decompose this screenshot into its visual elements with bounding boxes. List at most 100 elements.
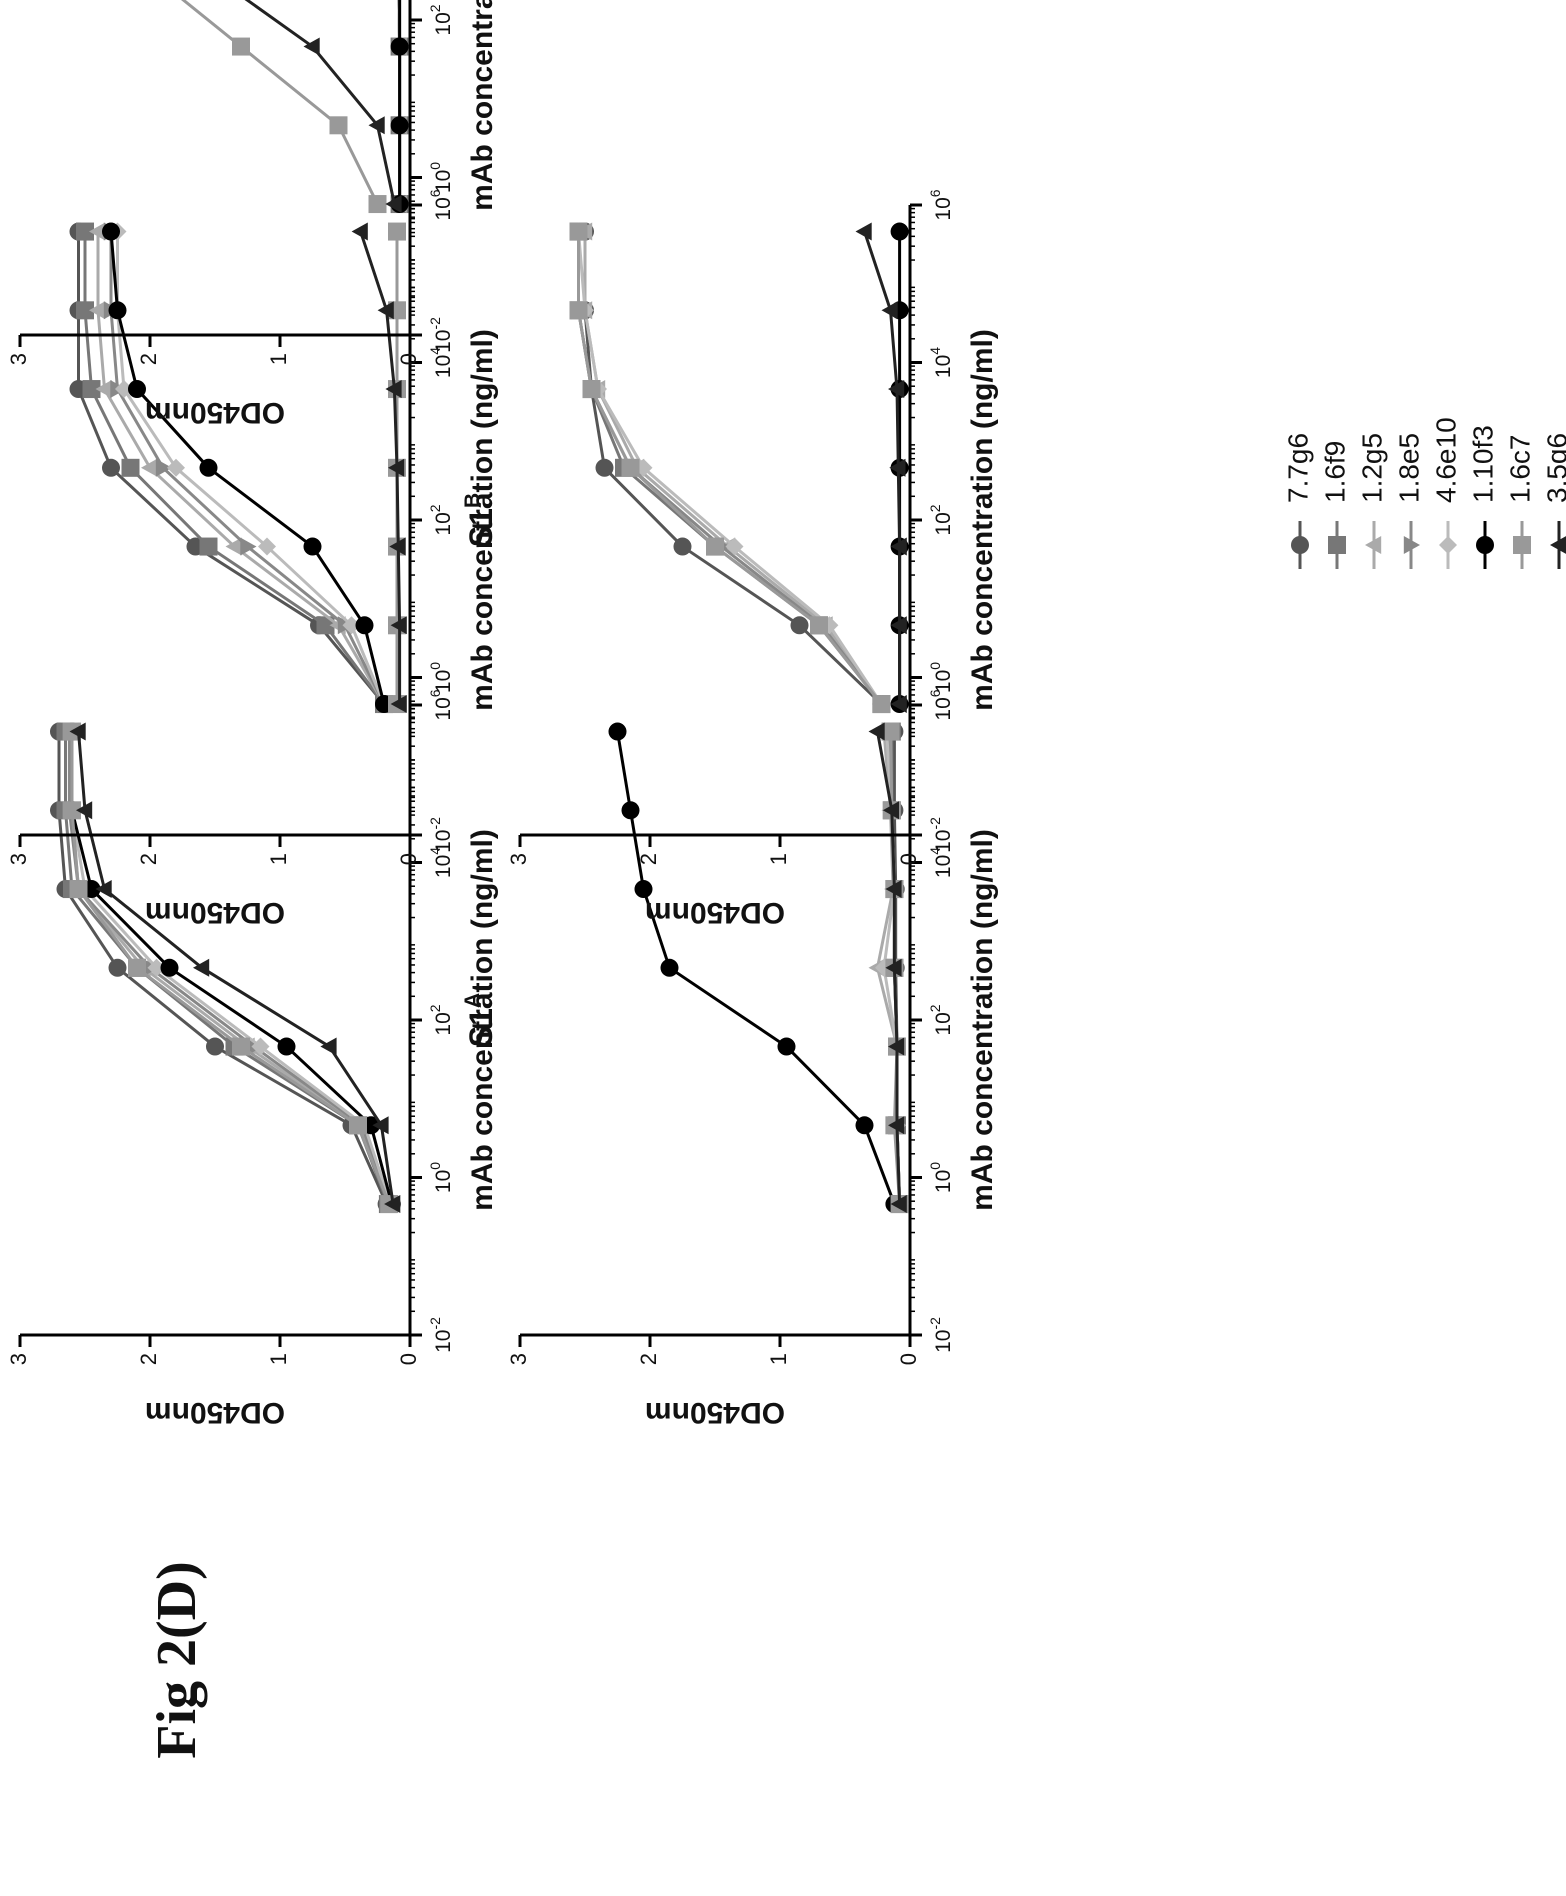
data-point — [673, 537, 692, 556]
data-point — [155, 458, 172, 477]
data-point — [385, 195, 402, 214]
data-point — [881, 301, 898, 320]
data-point — [141, 458, 158, 477]
data-point — [790, 616, 809, 635]
series-1.10f3 — [608, 722, 904, 1214]
data-point — [885, 880, 902, 899]
data-point — [69, 722, 86, 741]
series-1.6c7 — [63, 722, 399, 1214]
x-axis-label: mAb concentration (ng/ml) — [966, 829, 999, 1211]
series-line — [96, 231, 386, 705]
series-1.6f9 — [569, 222, 891, 714]
data-point — [329, 116, 348, 135]
series-3.5g6 — [69, 722, 401, 1214]
data-point — [368, 195, 387, 214]
x-tick-label: 102 — [427, 1004, 455, 1035]
data-point — [890, 695, 907, 714]
y-tick-label: 0 — [896, 1353, 921, 1365]
data-point — [355, 616, 374, 635]
y-tick-label: 1 — [766, 853, 791, 865]
data-point — [69, 880, 88, 899]
data-point — [377, 301, 394, 320]
y-tick-label: 1 — [766, 1353, 791, 1365]
series-line — [90, 0, 379, 205]
data-point — [621, 458, 640, 477]
data-point — [102, 458, 120, 477]
y-tick-label: 2 — [136, 853, 161, 865]
legend-entry-1.2g5: 1.2g5 — [1356, 433, 1387, 569]
data-point — [390, 695, 407, 714]
data-point — [76, 801, 93, 820]
y-tick-label: 2 — [136, 1353, 161, 1365]
legend-entry-1.10f3: 1.10f3 — [1467, 425, 1498, 569]
y-axis-label: OD450nm — [145, 396, 285, 429]
data-point — [240, 537, 257, 556]
x-axis-label: mAb concentration (ng/ml) — [466, 0, 499, 211]
data-point — [199, 458, 218, 477]
data-point — [888, 380, 905, 399]
legend-entry-4.6e10: 4.6e10 — [1430, 417, 1461, 569]
y-axis-label: OD450nm — [145, 896, 285, 929]
x-axis-label: mAb concentration (ng/ml) — [466, 829, 499, 1211]
legend-label: 1.10f3 — [1467, 425, 1498, 503]
legend-entry-7.7g6: 7.7g6 — [1282, 433, 1313, 569]
legend-label: 7.7g6 — [1282, 433, 1313, 503]
series-1.2g5 — [390, 0, 407, 214]
data-point — [89, 301, 106, 320]
data-point — [890, 222, 909, 241]
x-tick-label: 102 — [427, 504, 455, 535]
data-point — [115, 380, 133, 399]
legend-label: 4.6e10 — [1430, 417, 1461, 503]
data-point — [872, 695, 891, 714]
y-tick-label: 0 — [896, 853, 921, 865]
legend-marker — [1403, 536, 1420, 554]
y-tick-label: 2 — [136, 353, 161, 365]
data-point — [569, 301, 588, 320]
data-point — [855, 222, 872, 241]
data-point — [388, 458, 405, 477]
data-point — [167, 458, 185, 477]
legend-marker — [1291, 536, 1309, 554]
series-1.6c7 — [90, 0, 387, 214]
data-point — [595, 458, 614, 477]
data-point — [888, 1037, 905, 1056]
data-point — [888, 1116, 905, 1135]
data-point — [855, 1116, 874, 1135]
legend-marker — [1365, 536, 1382, 554]
data-point — [384, 1195, 401, 1214]
legend: 7.7g6 1.6f9 1.2g5 1.8e5 4.6e10 1.10f3 1.6c7 3.5… — [1282, 417, 1566, 569]
series-1.6f9 — [56, 722, 397, 1214]
legend-marker — [1328, 536, 1346, 554]
x-tick-label: 10-2 — [427, 317, 455, 353]
series-1.10f3 — [390, 0, 409, 214]
data-point — [128, 380, 146, 399]
data-point — [316, 616, 335, 635]
data-point — [277, 1037, 296, 1056]
x-tick-label: 100 — [927, 1162, 955, 1193]
data-point — [582, 380, 601, 399]
data-point — [232, 1037, 250, 1056]
y-tick-label: 2 — [636, 853, 661, 865]
data-point — [89, 222, 106, 241]
data-point — [82, 380, 101, 399]
data-point — [890, 616, 907, 635]
legend-marker — [1513, 536, 1531, 554]
x-axis-label: mAb concentration (ng/ml) — [966, 329, 999, 711]
series-3.5g6 — [855, 222, 907, 714]
data-point — [108, 958, 127, 977]
data-point — [351, 222, 368, 241]
data-point — [76, 301, 94, 320]
data-point — [76, 222, 94, 241]
legend-label: 3.5g6 — [1541, 433, 1566, 503]
legend-marker — [1439, 536, 1457, 554]
legend-entry-1.6f9: 1.6f9 — [1319, 441, 1350, 569]
data-point — [320, 1037, 337, 1056]
y-tick-label: 2 — [636, 1353, 661, 1365]
figure-label-group: Fig 2(D) — [146, 1561, 208, 1759]
legend-entry-1.6c7: 1.6c7 — [1504, 435, 1535, 569]
x-axis-label: mAb concentration (ng/ml) — [466, 329, 499, 711]
x-tick-label: 102 — [927, 1004, 955, 1035]
data-point — [608, 722, 627, 741]
data-point — [810, 616, 828, 635]
